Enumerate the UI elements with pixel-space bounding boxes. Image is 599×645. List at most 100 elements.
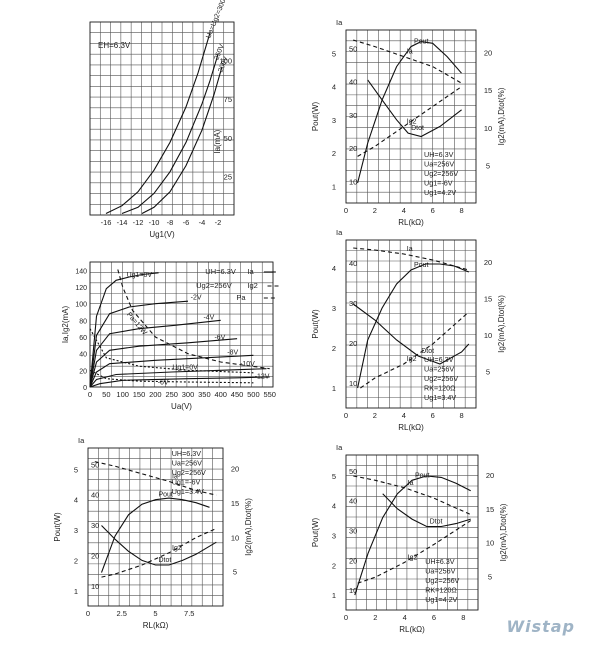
curve-label: -10V: [240, 361, 255, 368]
legend-text: Ug1=3.4V: [172, 487, 204, 496]
y-tick-label: 25: [224, 172, 232, 181]
chart-perf1: 0 2 4 6 8 RL(kΩ) 1 2 3 4 5 10 20 30 40 50 5 10 15 20 Pout(W)…: [311, 18, 506, 227]
x-axis-label: RL(kΩ): [399, 625, 425, 634]
left-tick-label: 2: [332, 149, 336, 158]
watermark-logo: Wistap: [506, 617, 575, 636]
series-ig2-6v-line: [89, 369, 254, 384]
x-axis-label: RL(kΩ): [143, 621, 169, 630]
series-10v-line: [89, 368, 267, 388]
series-8v-line: [89, 354, 254, 388]
left-tick-label: 2: [74, 556, 78, 565]
y-axis-label-right: Ig2(mA),Dtot(%): [244, 498, 253, 556]
left-tick-label: 2: [332, 561, 336, 570]
series-ia-line: [94, 461, 217, 496]
chart-grid: [89, 21, 235, 216]
series-dtot-line: [382, 493, 471, 528]
y-tick-label: 140: [75, 268, 87, 275]
chart-perf2: 0 2 4 6 8 RL(kΩ) 1 2 3 4 10 20 30 40 5 10 15 20 Pout(W) Ig2…: [311, 228, 506, 432]
series-label: Ua=Ug2=300V: [205, 0, 229, 40]
x-tick-label: 7.5: [184, 609, 194, 618]
series-pa-12w-line: [117, 269, 270, 370]
left-tick-label-secondary: 30: [349, 526, 357, 535]
series-pout-line: [354, 475, 471, 596]
legend-text: RK=120Ω: [425, 586, 457, 595]
left-tick-label: 4: [332, 264, 336, 273]
left-tick-label-secondary: 10: [349, 586, 357, 595]
series-label: Pout: [159, 492, 173, 499]
x-tick-label: 0: [344, 206, 348, 215]
x-tick-label: 4: [402, 411, 406, 420]
x-tick-label: -16: [101, 218, 112, 227]
left-tick-label: 3: [332, 531, 336, 540]
left-tick-label: 5: [74, 465, 78, 474]
x-tick-label: 150: [133, 390, 146, 399]
left-tick-label: 5: [332, 472, 336, 481]
series-label: Ig2: [172, 545, 182, 552]
series-label: Ig2: [407, 356, 417, 363]
right-tick-label: 5: [486, 161, 490, 170]
series-dtot-line: [352, 303, 470, 365]
series-ig2-line: [357, 520, 471, 584]
left-tick-label-secondary: 20: [349, 556, 357, 565]
series-6v-line: [89, 338, 238, 388]
series-ug1-0v-line: [89, 272, 159, 388]
legend-text: Ua=256V: [172, 459, 202, 468]
series-label: Pout: [414, 262, 428, 269]
chart-perf3: 0 2.5 5 7.5 RL(kΩ) 1 2 3 4 5 10 20 30 40 50 5 10 15 20 Pout…: [53, 436, 253, 630]
x-axis-label: RL(kΩ): [398, 423, 424, 432]
plot-frame: [345, 29, 477, 204]
left-tick-label-secondary: 10: [349, 177, 357, 186]
right-tick-label: 5: [486, 367, 490, 376]
y-axis-label-right: Ig2(mA),Dtot(%): [499, 503, 508, 561]
legend-text: Ug1=-6V: [172, 478, 201, 487]
x-tick-label: 350: [198, 390, 211, 399]
x-tick-label: 200: [149, 390, 162, 399]
y-tick-label: 80: [79, 318, 87, 325]
chart-grid: [87, 447, 224, 607]
left-tick-label: 4: [332, 502, 336, 511]
legend-text: Ug2=256V: [425, 576, 459, 585]
y-axis-label: Ia,Ig2(mA): [61, 305, 70, 343]
legend-text: Ug2=256V: [424, 374, 458, 383]
curve-label: -8V: [227, 350, 238, 357]
series-label: Ia: [408, 480, 414, 487]
plot-frame: [345, 454, 479, 611]
legend-text: Ug1=3.4V: [424, 393, 456, 402]
series-ia-line: [353, 247, 469, 271]
chart-transfer: -16 -14 -12 -10 -8 -6 -4 -2 Ug1(V) 25 50 75 100 Ia(mA…: [89, 0, 235, 239]
legend-text: Ia: [247, 267, 254, 276]
series-12v-line: [89, 376, 270, 388]
y-tick-label: 50: [224, 134, 232, 143]
left-tick-label: 3: [332, 116, 336, 125]
series-ia-line: [353, 39, 462, 84]
x-tick-label: 8: [459, 206, 463, 215]
legend-text: Ua=256V: [424, 160, 454, 169]
ia-axis-label: Ia: [336, 228, 343, 237]
y-axis-label-right: Ig2(mA),Dtot(%): [497, 295, 506, 353]
y-axis-label-left: Pout(W): [311, 102, 320, 132]
curve-label: -6V: [214, 335, 225, 342]
legend-text: Pa: [236, 293, 246, 302]
x-tick-label: 550: [263, 390, 276, 399]
series-dtot-line: [367, 79, 462, 138]
left-tick-label: 3: [74, 526, 78, 535]
x-tick-label: 0: [344, 411, 348, 420]
curve-label: -12V: [255, 373, 270, 380]
series-ua-ug2-300v-line: [105, 32, 211, 214]
left-tick-label-secondary: 20: [91, 551, 99, 560]
left-tick-label: 4: [74, 496, 78, 505]
left-tick-label: 1: [332, 384, 336, 393]
x-tick-label: 8: [461, 613, 465, 622]
left-tick-label: 2: [332, 344, 336, 353]
right-tick-label: 5: [488, 572, 492, 581]
legend-text: UH=6.3V: [424, 355, 454, 364]
x-tick-label: 4: [403, 613, 407, 622]
right-tick-label: 10: [484, 124, 492, 133]
legend-text: Ug2=256V: [424, 169, 458, 178]
legend-text: Ug2=256V: [196, 281, 232, 290]
ia-axis-label: Ia: [336, 18, 343, 27]
x-tick-label: -4: [199, 218, 206, 227]
right-tick-label: 5: [233, 568, 237, 577]
series-label: Ig2: [407, 118, 417, 125]
